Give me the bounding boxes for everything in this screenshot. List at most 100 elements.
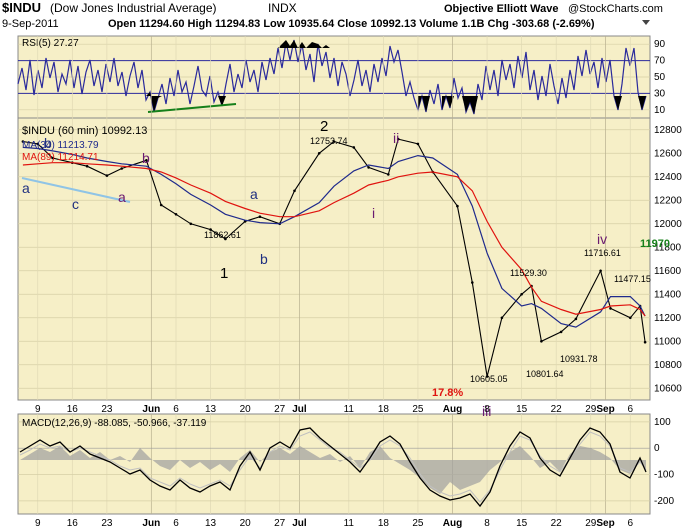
wave-b-2: b bbox=[142, 150, 150, 166]
pct-drop-label: 17.8% bbox=[432, 387, 463, 399]
wave-i: i bbox=[372, 205, 375, 221]
x-tick-label: Jul bbox=[292, 518, 307, 529]
macd-tick-label: -200 bbox=[654, 496, 674, 507]
x-tick-label: 13 bbox=[205, 518, 217, 529]
price-grid bbox=[18, 36, 650, 514]
x-tick-label: 20 bbox=[240, 404, 252, 415]
price-point bbox=[559, 330, 563, 334]
x-tick-label: 9 bbox=[35, 518, 41, 529]
price-point bbox=[540, 340, 543, 343]
price-point bbox=[209, 228, 212, 231]
price-tick-label: 10800 bbox=[654, 360, 682, 371]
price-label-11862: 11862.61 bbox=[204, 230, 241, 240]
x-tick-label: Jun bbox=[142, 404, 160, 415]
x-tick-label: 22 bbox=[551, 518, 563, 529]
x-tick-label: 9 bbox=[35, 404, 41, 415]
rsi-label: RSI(5) 27.27 bbox=[22, 38, 79, 49]
price-label-11529: 11529.30 bbox=[510, 268, 547, 278]
price-point bbox=[352, 146, 356, 149]
x-tick-label: 23 bbox=[101, 404, 113, 415]
price-point bbox=[105, 174, 109, 177]
wave-b-1: b bbox=[44, 135, 52, 151]
price-point bbox=[629, 316, 632, 320]
target-label: 11970 bbox=[640, 238, 670, 250]
macd-axis: 100 0 -100 -200 bbox=[654, 417, 674, 507]
price-point bbox=[36, 142, 40, 146]
x-tick-label: 18 bbox=[378, 404, 390, 415]
x-tick-label: 11 bbox=[344, 404, 355, 415]
brand-label: Objective Elliott Wave bbox=[444, 3, 559, 15]
ma34-line bbox=[22, 146, 646, 328]
exchange: INDX bbox=[268, 1, 297, 15]
ma89-line bbox=[22, 162, 646, 317]
price-label-11477: 11477.15 bbox=[614, 274, 651, 284]
wave-b-3: b bbox=[260, 251, 268, 267]
x-tick-label: 18 bbox=[378, 518, 390, 529]
series-lines bbox=[21, 137, 647, 378]
price-label: $INDU (60 min) 10992.13 bbox=[22, 125, 147, 137]
wave-a-3: a bbox=[250, 186, 258, 202]
price-label-10931: 10931.78 bbox=[560, 354, 598, 364]
price-tick-label: 12000 bbox=[654, 219, 682, 230]
x-tick-label: 15 bbox=[516, 404, 528, 415]
x-tick-label: 16 bbox=[67, 404, 79, 415]
index-name: (Dow Jones Industrial Average) bbox=[50, 1, 217, 15]
wave-1: 1 bbox=[220, 265, 228, 282]
x-tick-label: 13 bbox=[205, 404, 217, 415]
symbol: $INDU bbox=[2, 0, 41, 15]
x-tick-label: 8 bbox=[484, 518, 490, 529]
macd-histogram-group bbox=[19, 427, 647, 508]
macd-tick-label: 0 bbox=[654, 443, 660, 454]
price-point bbox=[609, 307, 612, 310]
price-point bbox=[367, 166, 370, 169]
wave-c-1: c bbox=[72, 196, 79, 212]
x-tick-label: 29 bbox=[585, 518, 597, 529]
price-axis: 12800 12600 12400 12200 12000 11800 11600 11400… bbox=[654, 125, 682, 395]
price-point bbox=[120, 167, 123, 170]
price-panel bbox=[17, 117, 651, 401]
price-tick-label: 10600 bbox=[654, 383, 682, 394]
price-label-12753: 12753.74 bbox=[310, 136, 348, 146]
macd-label: MACD(12,26,9) -88.085, -50.966, -37.119 bbox=[22, 418, 207, 429]
chevron-down-icon[interactable] bbox=[642, 20, 650, 25]
price-point bbox=[500, 316, 504, 320]
x-tick-label: 25 bbox=[412, 518, 424, 529]
price-point bbox=[51, 156, 54, 160]
price-point bbox=[189, 222, 193, 226]
x-tick-label: 23 bbox=[101, 518, 113, 529]
price-point bbox=[485, 375, 489, 378]
x-tick-label: 27 bbox=[274, 518, 286, 529]
wave-iv: iv bbox=[597, 231, 607, 247]
x-tick-label: Sep bbox=[596, 404, 614, 415]
rsi-line bbox=[17, 39, 647, 115]
chart-date: 9-Sep-2011 bbox=[2, 18, 59, 30]
x-tick-label: Aug bbox=[443, 404, 462, 415]
rsi-axis: 90 70 50 30 10 bbox=[654, 39, 666, 116]
site-label: @StockCharts.com bbox=[568, 3, 663, 15]
price-point bbox=[159, 203, 163, 207]
price-tick-label: 11000 bbox=[654, 336, 682, 347]
x-tick-label: 20 bbox=[240, 518, 252, 529]
x-tick-label: 8 bbox=[484, 404, 490, 415]
x-tick-label: Jun bbox=[142, 518, 160, 529]
price-point bbox=[387, 173, 390, 176]
macd-tick-label: 100 bbox=[654, 417, 671, 428]
price-point bbox=[643, 340, 647, 344]
price-label-11716: 11716.61 bbox=[584, 248, 621, 258]
rsi-tick-label: 50 bbox=[654, 72, 666, 83]
price-tick-label: 12600 bbox=[654, 148, 682, 159]
quote-line: Open 11294.60 High 11294.83 Low 10935.64… bbox=[108, 18, 595, 30]
price-point bbox=[145, 159, 148, 162]
price-point bbox=[416, 142, 420, 146]
price-point bbox=[396, 137, 400, 141]
rsi-tick-label: 30 bbox=[654, 88, 666, 99]
price-label-10801: 10801.64 bbox=[526, 369, 564, 379]
x-tick-label: 29 bbox=[585, 404, 597, 415]
ma34-label: MA(34) 11213.79 bbox=[22, 140, 99, 151]
price-tick-label: 11400 bbox=[654, 289, 682, 300]
ma89-label: MA(89) 11214.71 bbox=[22, 152, 99, 163]
x-tick-label: 16 bbox=[67, 518, 79, 529]
x-tick-label: Jul bbox=[292, 404, 307, 415]
x-tick-label: 27 bbox=[274, 404, 286, 415]
